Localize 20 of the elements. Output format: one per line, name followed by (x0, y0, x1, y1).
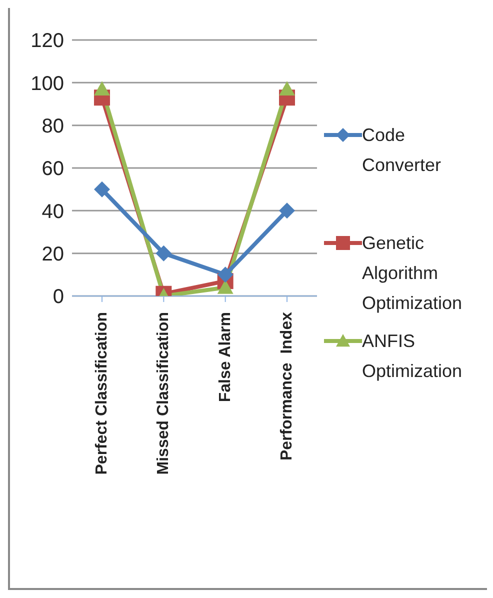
point (279, 81, 295, 96)
legend-label: ANFIS Optimization (362, 330, 464, 383)
x-tick-label: Missed Classification (155, 312, 172, 475)
point (94, 181, 110, 198)
legend-label: Code Converter (362, 124, 442, 177)
y-tick-label: 80 (42, 115, 64, 138)
point (94, 81, 110, 96)
y-tick-label: 20 (42, 243, 64, 266)
point (217, 266, 234, 283)
x-tick-label: Performance Index (278, 312, 296, 460)
point (279, 202, 295, 219)
y-tick-label: 60 (42, 158, 64, 180)
y-tick-label: 100 (30, 72, 64, 95)
y-tick-label: 40 (42, 200, 64, 223)
x-tick-label: Perfect Classification (94, 312, 110, 475)
point (156, 245, 172, 262)
y-tick-label: 120 (30, 30, 64, 52)
x-tick-label: False Alarm (216, 312, 234, 402)
legend-label: Genetic Algorithm Optimization (362, 232, 464, 315)
y-tick-label: 0 (52, 286, 64, 308)
